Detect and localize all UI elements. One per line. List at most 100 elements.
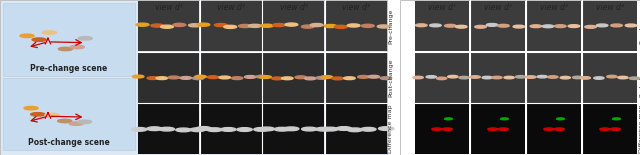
Circle shape [24, 106, 38, 110]
Circle shape [445, 118, 452, 120]
Circle shape [607, 75, 617, 78]
Circle shape [224, 25, 237, 28]
Circle shape [344, 77, 355, 80]
Bar [263, 52, 324, 103]
Circle shape [305, 77, 316, 80]
Circle shape [232, 77, 243, 80]
Bar [583, 1, 637, 51]
Circle shape [207, 128, 222, 132]
Circle shape [156, 77, 168, 80]
Circle shape [456, 25, 467, 28]
Circle shape [284, 127, 299, 131]
Circle shape [618, 76, 628, 79]
Circle shape [378, 25, 390, 28]
Bar [415, 1, 470, 51]
Circle shape [611, 24, 622, 27]
Bar [325, 104, 387, 154]
Circle shape [248, 24, 261, 27]
Text: view d³: view d³ [280, 3, 308, 12]
Circle shape [189, 24, 202, 27]
Circle shape [132, 75, 144, 78]
Circle shape [237, 128, 252, 131]
Circle shape [214, 24, 227, 27]
Bar [138, 52, 200, 103]
Circle shape [58, 119, 72, 123]
Circle shape [482, 76, 492, 79]
Circle shape [504, 76, 514, 79]
Circle shape [20, 34, 34, 38]
Circle shape [321, 76, 333, 78]
Text: view d³: view d³ [540, 3, 568, 12]
Circle shape [136, 23, 149, 26]
Text: view d²: view d² [484, 3, 512, 12]
Circle shape [282, 77, 293, 80]
Text: Pre-change scene: Pre-change scene [30, 64, 108, 73]
Bar [138, 104, 200, 154]
Circle shape [161, 25, 173, 28]
Circle shape [207, 76, 219, 79]
Circle shape [190, 128, 205, 132]
Circle shape [610, 128, 620, 130]
Circle shape [580, 77, 591, 79]
Circle shape [415, 24, 427, 27]
Circle shape [301, 25, 314, 28]
Bar [471, 52, 525, 103]
Text: view d¹: view d¹ [155, 3, 183, 12]
Circle shape [180, 77, 191, 79]
Bar [201, 104, 262, 154]
Circle shape [459, 76, 469, 79]
Circle shape [625, 24, 637, 27]
Circle shape [492, 76, 502, 79]
Text: Post-change scene: Post-change scene [28, 138, 109, 147]
Circle shape [361, 127, 376, 131]
Circle shape [368, 75, 380, 78]
Circle shape [378, 127, 394, 130]
Circle shape [273, 24, 285, 27]
Circle shape [32, 38, 46, 41]
Circle shape [195, 75, 206, 78]
Text: view d⁴: view d⁴ [342, 3, 370, 12]
Circle shape [254, 128, 269, 131]
Text: view d¹: view d¹ [428, 3, 456, 12]
Circle shape [275, 127, 290, 131]
Circle shape [544, 128, 554, 130]
Circle shape [310, 23, 323, 27]
Circle shape [498, 24, 509, 27]
Circle shape [596, 24, 608, 27]
Circle shape [147, 77, 159, 80]
Circle shape [332, 77, 344, 80]
Circle shape [380, 77, 392, 80]
Circle shape [573, 76, 583, 79]
Bar [527, 104, 582, 154]
Circle shape [219, 76, 230, 79]
Circle shape [69, 122, 83, 125]
Circle shape [537, 75, 547, 78]
Text: Post-change: Post-change [388, 58, 394, 97]
Circle shape [530, 25, 541, 28]
Bar [0, 0, 387, 155]
Circle shape [600, 128, 610, 130]
Bar [471, 1, 525, 51]
Circle shape [285, 23, 298, 26]
Bar [3, 3, 135, 76]
Bar [583, 104, 637, 154]
Circle shape [316, 127, 331, 131]
Circle shape [548, 76, 558, 78]
Circle shape [470, 76, 480, 78]
Circle shape [159, 127, 175, 131]
Circle shape [45, 113, 59, 117]
Circle shape [132, 128, 147, 131]
Circle shape [151, 24, 164, 27]
Circle shape [256, 75, 268, 78]
Circle shape [77, 120, 92, 124]
Circle shape [31, 113, 45, 116]
Bar [415, 52, 470, 103]
Circle shape [347, 128, 362, 132]
Circle shape [260, 24, 273, 27]
Circle shape [260, 76, 271, 78]
Circle shape [58, 47, 72, 51]
Circle shape [554, 25, 566, 28]
Bar [201, 1, 262, 51]
Circle shape [542, 25, 554, 28]
Circle shape [239, 24, 252, 28]
